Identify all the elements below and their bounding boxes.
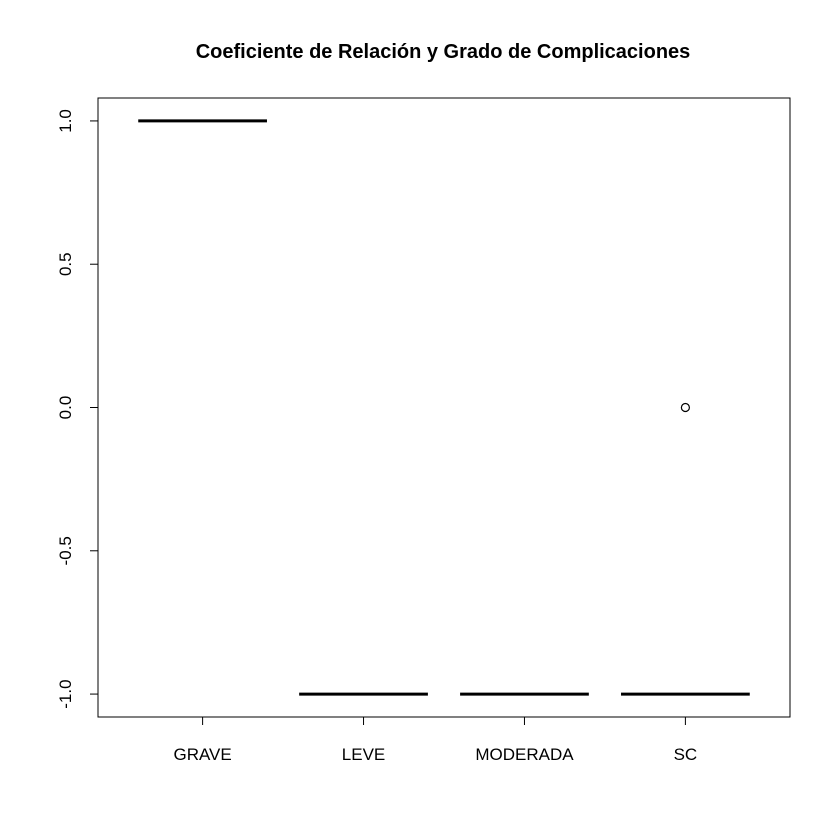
x-tick-label: MODERADA <box>475 745 574 764</box>
boxes-layer <box>138 119 750 696</box>
x-tick-label: LEVE <box>342 745 385 764</box>
x-tick-label: SC <box>674 745 698 764</box>
outlier-point <box>680 402 690 413</box>
y-tick-label: -0.5 <box>56 536 75 565</box>
y-axis: -1.0 -0.5 0.0 0.5 1.0 <box>56 109 99 709</box>
y-tick-label: 0.5 <box>56 252 75 276</box>
chart-title: Coeficiente de Relación y Grado de Compl… <box>196 41 691 63</box>
y-tick-label: -1.0 <box>56 679 75 708</box>
y-tick-label: 1.0 <box>56 109 75 133</box>
x-axis: GRAVE LEVE MODERADA SC <box>173 717 697 764</box>
box-sc <box>621 402 750 696</box>
y-tick-label: 0.0 <box>56 396 75 420</box>
x-tick-label: GRAVE <box>173 745 231 764</box>
